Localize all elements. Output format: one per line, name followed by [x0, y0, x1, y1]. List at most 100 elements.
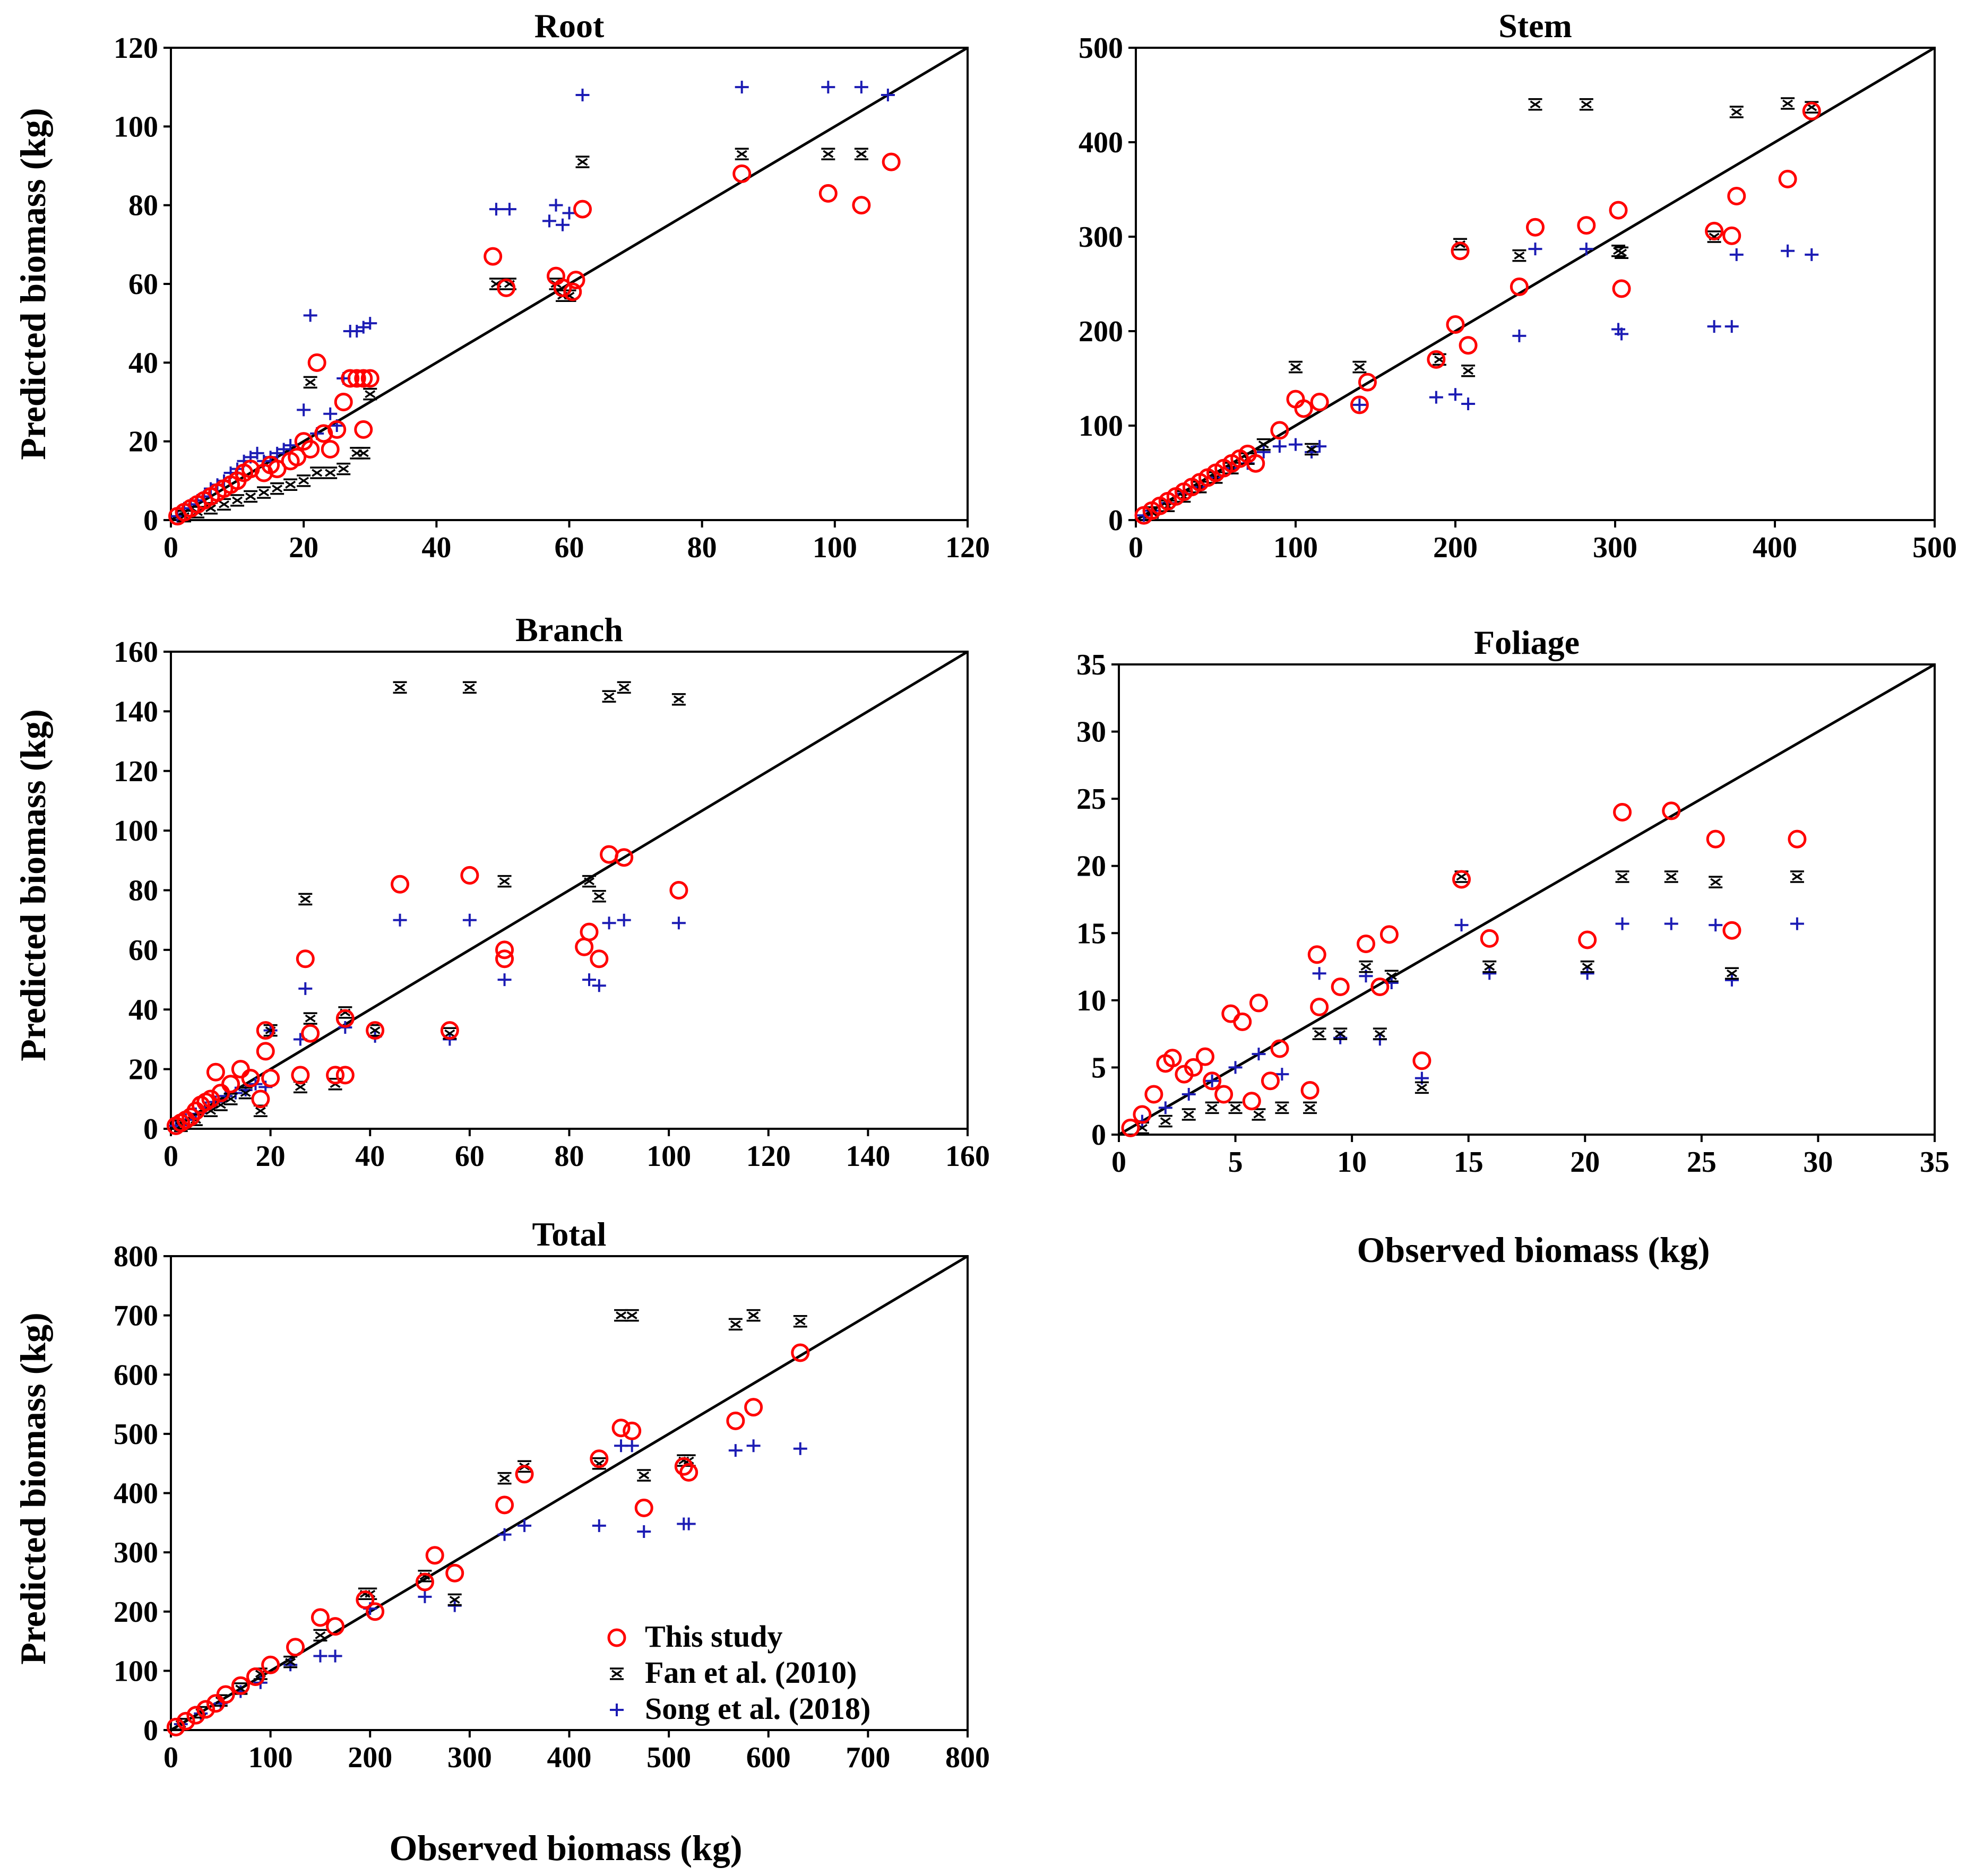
point-fan	[497, 875, 512, 888]
point-fan	[1707, 230, 1721, 243]
point-song	[1352, 398, 1367, 411]
point-fan	[1580, 960, 1594, 973]
point-fan	[337, 462, 351, 476]
point-this-study	[852, 196, 871, 215]
point-this-study	[415, 1572, 434, 1592]
point-this-study	[321, 440, 340, 459]
y-tick-label-root: 0	[143, 504, 158, 537]
point-song	[497, 973, 512, 987]
point-this-study	[573, 200, 592, 219]
y-tick-label-branch: 80	[128, 875, 158, 907]
point-this-study	[1163, 1049, 1182, 1068]
point-song	[1724, 973, 1739, 987]
legend-label-fan: Fan et al. (2010)	[645, 1655, 857, 1690]
point-this-study	[307, 353, 326, 372]
series-fan-foliage	[1135, 870, 1804, 1135]
x-tick-label-foliage: 15	[1454, 1146, 1484, 1179]
point-this-study	[1270, 421, 1289, 440]
y-tick-label-root: 100	[114, 110, 158, 143]
point-this-study	[460, 866, 479, 885]
legend-marker-fan	[610, 1667, 624, 1680]
point-song	[592, 1519, 606, 1532]
x-tick-label-stem: 100	[1273, 531, 1318, 564]
point-fan	[1615, 870, 1629, 883]
point-fan	[1453, 238, 1468, 250]
point-this-study	[1802, 101, 1821, 120]
point-this-study	[1270, 1039, 1289, 1058]
x-tick-label-total: 400	[547, 1741, 592, 1774]
point-fan	[1729, 106, 1744, 118]
point-fan	[1181, 1108, 1196, 1121]
point-song	[881, 89, 895, 101]
point-this-study	[1310, 998, 1329, 1017]
series-song-branch	[169, 913, 686, 1132]
point-song	[549, 198, 563, 212]
x-tick-label-stem: 300	[1593, 531, 1637, 564]
point-this-study	[590, 949, 609, 969]
point-song	[1158, 1101, 1172, 1114]
point-song	[575, 89, 590, 101]
x-tick-label-total: 800	[945, 1741, 990, 1774]
point-this-study	[311, 1608, 330, 1627]
x-tick-label-total: 700	[846, 1741, 890, 1774]
point-this-study	[256, 1021, 275, 1040]
point-fan	[350, 447, 364, 460]
y-tick-label-root: 20	[128, 426, 158, 459]
point-this-study	[326, 1617, 345, 1636]
point-this-study	[600, 845, 619, 864]
point-this-study	[1451, 241, 1470, 261]
point-this-study	[327, 420, 347, 439]
point-fan	[1724, 967, 1739, 980]
y-tick-label-root: 40	[128, 347, 158, 379]
point-fan	[1359, 960, 1373, 973]
point-song	[854, 81, 868, 94]
point-this-study	[732, 164, 752, 183]
y-tick-label-foliage: 35	[1076, 649, 1106, 681]
legend: This study Fan et al. (2010) Song et al.…	[607, 1619, 870, 1726]
point-song	[728, 1444, 743, 1457]
point-fan	[1205, 1101, 1219, 1114]
point-fan	[1709, 876, 1723, 888]
point-fan	[1615, 246, 1629, 260]
panel-title-total: Total	[532, 1215, 607, 1253]
y-tick-label-total: 600	[114, 1359, 158, 1391]
point-song	[617, 913, 631, 927]
point-song	[637, 1525, 651, 1538]
point-this-study	[1577, 216, 1596, 235]
x-tick-label-root: 0	[163, 531, 178, 564]
point-fan	[238, 1086, 253, 1100]
point-fan	[174, 1718, 188, 1731]
point-this-study	[1249, 993, 1268, 1013]
point-fan	[1482, 960, 1497, 973]
point-fan	[637, 1469, 651, 1482]
point-this-study	[611, 1419, 631, 1438]
point-this-study	[216, 1685, 235, 1704]
point-song	[1615, 917, 1629, 930]
reference-line-branch	[170, 650, 969, 1130]
point-fan	[338, 1006, 352, 1019]
point-song	[1482, 967, 1497, 980]
point-song	[592, 979, 606, 992]
point-fan	[746, 1309, 761, 1322]
x-tick-label-branch: 40	[355, 1140, 385, 1173]
point-this-study	[495, 940, 514, 959]
x-tick-label-root: 80	[687, 531, 717, 564]
point-fan	[502, 278, 516, 290]
point-this-study	[1480, 929, 1499, 948]
series-song-stem	[1137, 243, 1819, 522]
point-song	[1272, 440, 1287, 453]
point-song	[555, 218, 570, 231]
point-this-study	[445, 1563, 464, 1583]
series-this-study-root	[168, 152, 901, 526]
point-this-study	[634, 1498, 653, 1517]
y-axis-title-root: Predicted biomass (kg)	[13, 108, 53, 460]
point-this-study	[201, 1090, 220, 1109]
point-this-study	[366, 1602, 385, 1621]
point-this-study	[440, 1021, 459, 1040]
x-tick-label-total: 0	[163, 1741, 178, 1774]
point-this-study	[391, 875, 410, 894]
y-tick-label-root: 120	[114, 32, 158, 65]
point-this-study	[563, 282, 582, 301]
point-this-study	[1242, 1092, 1261, 1111]
series-fan-branch	[174, 681, 686, 1132]
